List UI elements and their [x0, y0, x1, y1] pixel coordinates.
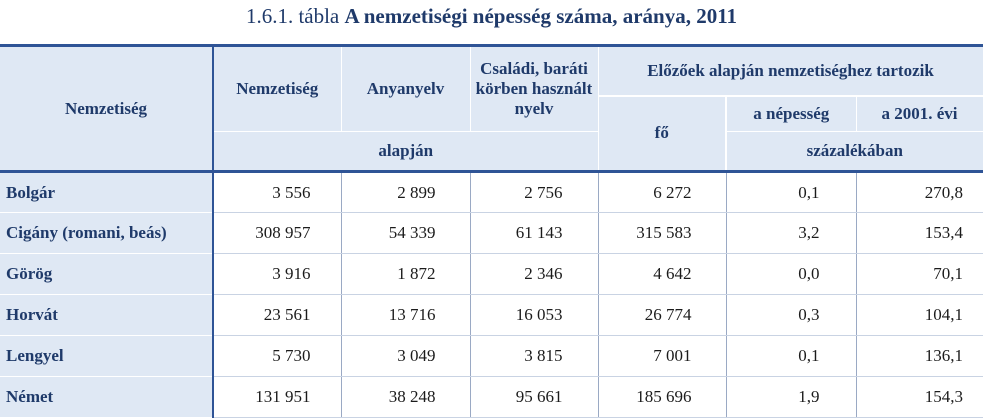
row-label: Görög [0, 253, 214, 295]
cell-2001-percent: 154,3 [856, 376, 983, 418]
cell-population-percent: 0,1 [726, 170, 857, 213]
table-title-text: A nemzetiségi népesség száma, aránya, 20… [344, 4, 738, 28]
header-belongs-to-nationality: Előzőek alapján nemzetiséghez tartozik [598, 45, 983, 97]
row-label: Lengyel [0, 335, 214, 377]
cell-mother-tongue: 13 716 [341, 294, 471, 336]
cell-persons: 185 696 [598, 376, 727, 418]
cell-mother-tongue: 2 899 [341, 170, 471, 213]
cell-2001-percent: 136,1 [856, 335, 983, 377]
cell-family-language: 16 053 [470, 294, 599, 336]
row-label: Bolgár [0, 170, 214, 213]
cell-population-percent: 0,1 [726, 335, 857, 377]
header-2001: a 2001. évi [856, 95, 983, 132]
cell-nationality: 23 561 [213, 294, 342, 336]
cell-persons: 6 272 [598, 170, 727, 213]
cell-family-language: 61 143 [470, 212, 599, 254]
cell-nationality: 5 730 [213, 335, 342, 377]
cell-population-percent: 0,3 [726, 294, 857, 336]
cell-2001-percent: 70,1 [856, 253, 983, 295]
header-persons: fő [598, 95, 727, 172]
cell-nationality: 3 556 [213, 170, 342, 213]
table-number: 1.6.1. tábla [245, 4, 340, 28]
row-label: Cigány (romani, beás) [0, 212, 214, 254]
header-nationality: Nemzetiség [213, 45, 342, 132]
table-header: Nemzetiség Nemzetiség Anyanyelv Családi,… [0, 45, 983, 172]
cell-persons: 26 774 [598, 294, 727, 336]
cell-persons: 7 001 [598, 335, 727, 377]
header-nationality-row: Nemzetiség [0, 45, 214, 172]
cell-nationality: 131 951 [213, 376, 342, 418]
header-percent: százalékában [726, 131, 983, 172]
cell-population-percent: 1,9 [726, 376, 857, 418]
cell-2001-percent: 270,8 [856, 170, 983, 213]
cell-persons: 315 583 [598, 212, 727, 254]
cell-nationality: 3 916 [213, 253, 342, 295]
table-row: Bolgár 3 556 2 899 2 756 6 272 0,1 270,8 [0, 170, 983, 213]
cell-persons: 4 642 [598, 253, 727, 295]
header-based-on: alapján [213, 131, 599, 172]
cell-family-language: 3 815 [470, 335, 599, 377]
table-title: 1.6.1. tábla A nemzetiségi népesség szám… [0, 0, 983, 40]
table-row: Horvát 23 561 13 716 16 053 26 774 0,3 104,1 [0, 294, 983, 336]
cell-population-percent: 3,2 [726, 212, 857, 254]
table-row: Cigány (romani, beás) 308 957 54 339 61 143… [0, 212, 983, 254]
header-population: a népesség [726, 95, 857, 132]
header-family-language: Családi, baráti körben használt nyelv [470, 45, 599, 132]
table-row: Német 131 951 38 248 95 661 185 696 1,9 154,3 [0, 376, 983, 418]
cell-2001-percent: 153,4 [856, 212, 983, 254]
cell-2001-percent: 104,1 [856, 294, 983, 336]
cell-family-language: 2 756 [470, 170, 599, 213]
cell-mother-tongue: 38 248 [341, 376, 471, 418]
table-row: Lengyel 5 730 3 049 3 815 7 001 0,1 136,1 [0, 335, 983, 377]
cell-mother-tongue: 3 049 [341, 335, 471, 377]
row-label: Horvát [0, 294, 214, 336]
cell-population-percent: 0,0 [726, 253, 857, 295]
cell-family-language: 95 661 [470, 376, 599, 418]
row-label: Német [0, 376, 214, 418]
cell-family-language: 2 346 [470, 253, 599, 295]
cell-nationality: 308 957 [213, 212, 342, 254]
nationality-table: Nemzetiség Nemzetiség Anyanyelv Családi,… [0, 44, 983, 418]
table-body: Bolgár 3 556 2 899 2 756 6 272 0,1 270,8 Cigány… [0, 170, 983, 418]
table-row: Görög 3 916 1 872 2 346 4 642 0,0 70,1 [0, 253, 983, 295]
header-mother-tongue: Anyanyelv [341, 45, 471, 132]
cell-mother-tongue: 1 872 [341, 253, 471, 295]
cell-mother-tongue: 54 339 [341, 212, 471, 254]
